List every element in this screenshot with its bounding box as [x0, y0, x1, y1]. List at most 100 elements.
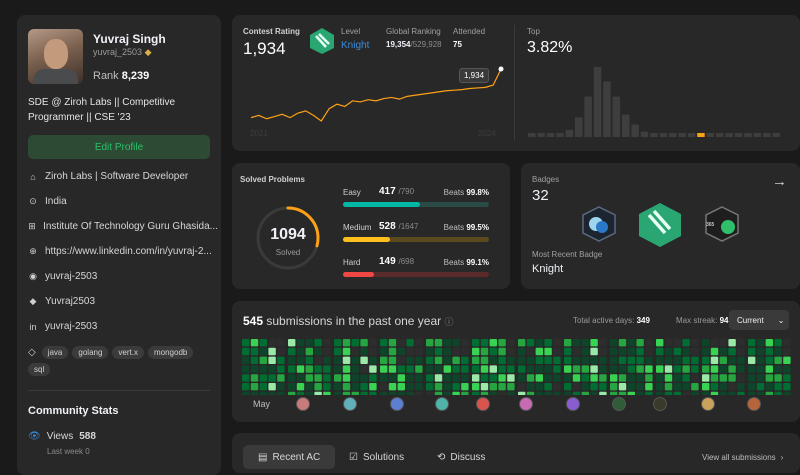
heatmap-cell[interactable] [748, 356, 756, 364]
avatar[interactable] [28, 29, 83, 84]
heatmap-cell[interactable] [380, 347, 388, 356]
heatmap-cell[interactable] [783, 339, 791, 347]
heatmap-cell[interactable] [518, 374, 526, 382]
heatmap-cell[interactable] [748, 374, 756, 382]
heatmap-cell[interactable] [783, 383, 791, 391]
heatmap-cell[interactable] [369, 374, 377, 382]
info-row[interactable]: ⊕ https://www.linkedin.com/in/yuvraj-2... [28, 246, 218, 257]
heatmap-cell[interactable] [305, 383, 313, 391]
skill-tag[interactable]: golang [72, 346, 109, 359]
heatmap-cell[interactable] [719, 365, 727, 373]
monthly-badge-icon[interactable] [519, 397, 533, 411]
heatmap-cell[interactable] [434, 374, 443, 382]
heatmap-cell[interactable] [748, 339, 756, 347]
heatmap-cell[interactable] [288, 365, 296, 373]
heatmap-cell[interactable] [682, 339, 690, 347]
rating-histogram[interactable] [528, 65, 790, 139]
heatmap-cell[interactable] [443, 339, 451, 347]
heatmap-cell[interactable] [673, 339, 681, 347]
heatmap-cell[interactable] [526, 339, 535, 347]
heatmap-cell[interactable] [518, 391, 526, 395]
heatmap-cell[interactable] [544, 365, 552, 373]
heatmap-cell[interactable] [406, 347, 414, 356]
heatmap-cell[interactable] [452, 365, 460, 373]
heatmap-cell[interactable] [397, 339, 405, 347]
heatmap-cell[interactable] [656, 339, 664, 347]
heatmap-cell[interactable] [526, 365, 535, 373]
monthly-badge-icon[interactable] [435, 397, 449, 411]
heatmap-cell[interactable] [314, 347, 322, 356]
heatmap-cell[interactable] [719, 374, 727, 382]
heatmap-cell[interactable] [507, 339, 515, 347]
heatmap-cell[interactable] [710, 356, 719, 364]
heatmap-cell[interactable] [388, 383, 397, 391]
heatmap-cell[interactable] [518, 383, 526, 391]
submission-heatmap[interactable] [242, 339, 792, 395]
heatmap-cell[interactable] [636, 383, 644, 391]
heatmap-cell[interactable] [618, 365, 627, 373]
heatmap-cell[interactable] [380, 383, 388, 391]
heatmap-cell[interactable] [472, 347, 480, 356]
heatmap-cell[interactable] [610, 339, 618, 347]
heatmap-cell[interactable] [610, 347, 618, 356]
heatmap-cell[interactable] [737, 374, 745, 382]
heatmap-cell[interactable] [783, 391, 791, 395]
monthly-badge-icon[interactable] [343, 397, 357, 411]
heatmap-cell[interactable] [682, 391, 690, 395]
heatmap-cell[interactable] [590, 347, 598, 356]
heatmap-cell[interactable] [590, 374, 598, 382]
heatmap-cell[interactable] [581, 374, 589, 382]
heatmap-cell[interactable] [572, 347, 581, 356]
heatmap-cell[interactable] [636, 356, 644, 364]
heatmap-cell[interactable] [636, 391, 644, 395]
heatmap-cell[interactable] [443, 365, 451, 373]
heatmap-cell[interactable] [737, 339, 745, 347]
heatmap-cell[interactable] [314, 391, 322, 395]
heatmap-cell[interactable] [259, 374, 267, 382]
heatmap-cell[interactable] [250, 356, 259, 364]
heatmap-cell[interactable] [691, 347, 699, 356]
heatmap-cell[interactable] [342, 383, 351, 391]
heatmap-cell[interactable] [360, 391, 368, 395]
heatmap-cell[interactable] [748, 383, 756, 391]
heatmap-cell[interactable] [305, 347, 313, 356]
heatmap-cell[interactable] [434, 347, 443, 356]
heatmap-cell[interactable] [480, 356, 489, 364]
heatmap-cell[interactable] [518, 347, 526, 356]
heatmap-cell[interactable] [774, 374, 782, 382]
heatmap-cell[interactable] [268, 391, 276, 395]
heatmap-cell[interactable] [627, 383, 635, 391]
tab-solutions[interactable]: ☑ Solutions [349, 451, 405, 463]
heatmap-cell[interactable] [323, 347, 331, 356]
heatmap-cell[interactable] [553, 365, 561, 373]
heatmap-cell[interactable] [728, 339, 736, 347]
heatmap-cell[interactable] [415, 347, 423, 356]
badge-gem-icon[interactable] [581, 205, 617, 243]
heatmap-cell[interactable] [553, 383, 561, 391]
heatmap-cell[interactable] [691, 391, 699, 395]
heatmap-cell[interactable] [581, 383, 589, 391]
heatmap-cell[interactable] [406, 374, 414, 382]
heatmap-cell[interactable] [388, 374, 397, 382]
heatmap-cell[interactable] [673, 356, 681, 364]
heatmap-cell[interactable] [415, 374, 423, 382]
heatmap-cell[interactable] [682, 347, 690, 356]
heatmap-cell[interactable] [472, 339, 480, 347]
heatmap-cell[interactable] [323, 391, 331, 395]
heatmap-cell[interactable] [645, 383, 653, 391]
heatmap-cell[interactable] [452, 383, 460, 391]
heatmap-cell[interactable] [250, 347, 259, 356]
heatmap-cell[interactable] [728, 391, 736, 395]
heatmap-cell[interactable] [498, 365, 506, 373]
heatmap-cell[interactable] [553, 347, 561, 356]
rating-point-current[interactable] [498, 66, 504, 72]
heatmap-cell[interactable] [553, 356, 561, 364]
heatmap-cell[interactable] [572, 374, 581, 382]
heatmap-cell[interactable] [259, 391, 267, 395]
heatmap-cell[interactable] [581, 391, 589, 395]
heatmap-cell[interactable] [296, 339, 305, 347]
monthly-badge-icon[interactable] [390, 397, 404, 411]
skill-tag[interactable]: sql [28, 363, 51, 376]
heatmap-cell[interactable] [443, 347, 451, 356]
heatmap-cell[interactable] [544, 374, 552, 382]
